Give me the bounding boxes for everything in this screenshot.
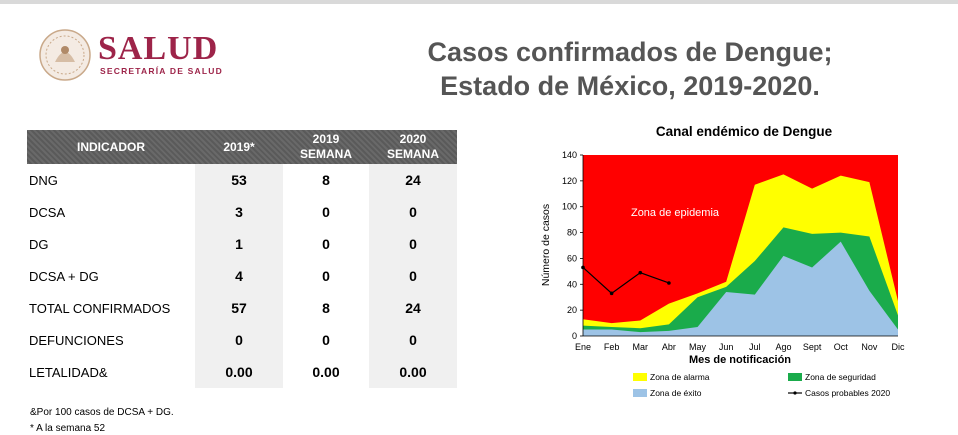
- logo-title: SALUD: [98, 30, 219, 67]
- x-tick-label: Oct: [834, 342, 849, 352]
- cell-2020-semana: 0: [369, 324, 457, 356]
- cell-2019-semana: 0: [322, 204, 330, 220]
- cell-2019-semana: 0: [322, 268, 330, 284]
- row-label: TOTAL CONFIRMADOS: [29, 300, 171, 316]
- endemic-channel-chart: Canal endémico de Dengue Zona de epidemia…: [540, 124, 905, 398]
- table-row: DCSA 3 0 0: [27, 196, 457, 228]
- x-tick-label: Mar: [633, 342, 649, 352]
- x-tick-label: Dic: [892, 342, 905, 352]
- cell-2019-semana: 0: [322, 236, 330, 252]
- y-tick-label: 140: [562, 150, 577, 160]
- table-row: DG 1 0 0: [27, 228, 457, 260]
- table-header: INDICADOR 2019* 2019 SEMANA 2020 SEMANA: [27, 130, 457, 164]
- legend-seguridad-label: Zona de seguridad: [805, 372, 876, 382]
- cell-2019: 57: [195, 292, 283, 324]
- footnote-letalidad: &Por 100 casos de DCSA + DG.: [30, 407, 174, 418]
- x-tick-label: Abr: [662, 342, 676, 352]
- header-2019-semana: 2019 SEMANA: [283, 130, 369, 164]
- y-tick-label: 100: [562, 202, 577, 212]
- x-tick-label: Nov: [861, 342, 878, 352]
- logo-subtitle: SECRETARÍA DE SALUD: [100, 66, 223, 76]
- cell-2019-semana: 0: [322, 332, 330, 348]
- x-tick-label: Ene: [575, 342, 591, 352]
- legend-casos-marker: [793, 391, 797, 395]
- cell-2020-semana: 0.00: [369, 356, 457, 388]
- x-tick-label: Feb: [604, 342, 620, 352]
- header-2019: 2019*: [223, 139, 255, 154]
- row-label: DCSA: [29, 204, 66, 220]
- cell-2020-semana: 24: [369, 164, 457, 196]
- cell-2019: 4: [195, 260, 283, 292]
- table-body: DNG 53 8 24 DCSA 3 0 0 DG 1 0 0 DCSA + DG 4 0 0 TOTAL CO…: [27, 164, 457, 388]
- y-axis-label: Número de casos: [540, 204, 552, 286]
- table-row: LETALIDAD& 0.00 0.00 0.00: [27, 356, 457, 388]
- top-bar: [0, 0, 958, 4]
- cell-2020-semana: 0: [369, 196, 457, 228]
- title-line-2: Estado de México, 2019-2020.: [440, 71, 820, 101]
- header-2020-semana-label: SEMANA: [386, 147, 439, 161]
- x-tick-label: Jul: [749, 342, 761, 352]
- y-tick-label: 40: [567, 279, 577, 289]
- row-label: DEFUNCIONES: [29, 332, 124, 348]
- cell-2020-semana: 0: [369, 228, 457, 260]
- x-axis-label: Mes de notificación: [689, 354, 791, 366]
- table-row: DCSA + DG 4 0 0: [27, 260, 457, 292]
- title-line-1: Casos confirmados de Dengue;: [427, 37, 833, 67]
- legend-seguridad-swatch: [788, 373, 802, 381]
- x-tick-label: Jun: [719, 342, 734, 352]
- footnote-semana: * A la semana 52: [30, 423, 106, 434]
- casos-point: [609, 291, 614, 296]
- legend-alarma-swatch: [633, 373, 647, 381]
- header-2019-semana-year: 2019: [312, 132, 340, 146]
- cell-2019: 1: [195, 228, 283, 260]
- x-tick-label: Ago: [775, 342, 791, 352]
- cell-2019: 53: [195, 164, 283, 196]
- row-label: DG: [29, 236, 49, 252]
- row-label: DNG: [29, 172, 58, 188]
- y-tick-label: 0: [572, 331, 577, 341]
- cell-2019: 0.00: [195, 356, 283, 388]
- y-tick-label: 20: [567, 305, 577, 315]
- indicator-table: INDICADOR 2019* 2019 SEMANA 2020 SEMANA DN…: [27, 130, 457, 388]
- y-tick-label: 60: [567, 253, 577, 263]
- casos-probables-line: [582, 267, 670, 295]
- chart-title: Canal endémico de Dengue: [656, 124, 833, 139]
- header-2020-semana-year: 2020: [399, 132, 427, 146]
- legend-alarma-label: Zona de alarma: [650, 372, 710, 382]
- salud-logo: SALUD SECRETARÍA DE SALUD: [38, 28, 238, 88]
- page-title: Casos confirmados de Dengue; Estado de M…: [385, 35, 875, 103]
- header-indicador: INDICADOR: [77, 139, 145, 154]
- cell-2020-semana: 0: [369, 260, 457, 292]
- casos-point: [667, 281, 671, 285]
- mexico-seal-icon: [39, 29, 91, 81]
- header-2019-semana-label: SEMANA: [299, 147, 352, 161]
- y-tick-label: 120: [562, 176, 577, 186]
- table-row: DEFUNCIONES 0 0 0: [27, 324, 457, 356]
- table-row: DNG 53 8 24: [27, 164, 457, 196]
- legend-casos-label: Casos probables 2020: [805, 388, 890, 398]
- row-label: LETALIDAD&: [29, 364, 108, 380]
- legend-exito-swatch: [633, 389, 647, 397]
- zona-exito-area: [583, 241, 898, 336]
- cell-2019-semana: 0.00: [312, 364, 340, 380]
- y-tick-label: 80: [567, 228, 577, 238]
- cell-2020-semana: 24: [369, 292, 457, 324]
- cell-2019: 3: [195, 196, 283, 228]
- casos-point: [638, 270, 643, 275]
- cell-2019-semana: 8: [322, 172, 330, 188]
- cell-2019: 0: [195, 324, 283, 356]
- cell-2019-semana: 8: [322, 300, 330, 316]
- table-row: TOTAL CONFIRMADOS 57 8 24: [27, 292, 457, 324]
- header-2020-semana: 2020 SEMANA: [369, 130, 457, 164]
- row-label: DCSA + DG: [29, 268, 99, 284]
- x-tick-label: May: [689, 342, 707, 352]
- annotation-epidemia: Zona de epidemia: [631, 207, 720, 219]
- legend-exito-label: Zona de éxito: [650, 388, 702, 398]
- x-tick-label: Sept: [803, 342, 822, 352]
